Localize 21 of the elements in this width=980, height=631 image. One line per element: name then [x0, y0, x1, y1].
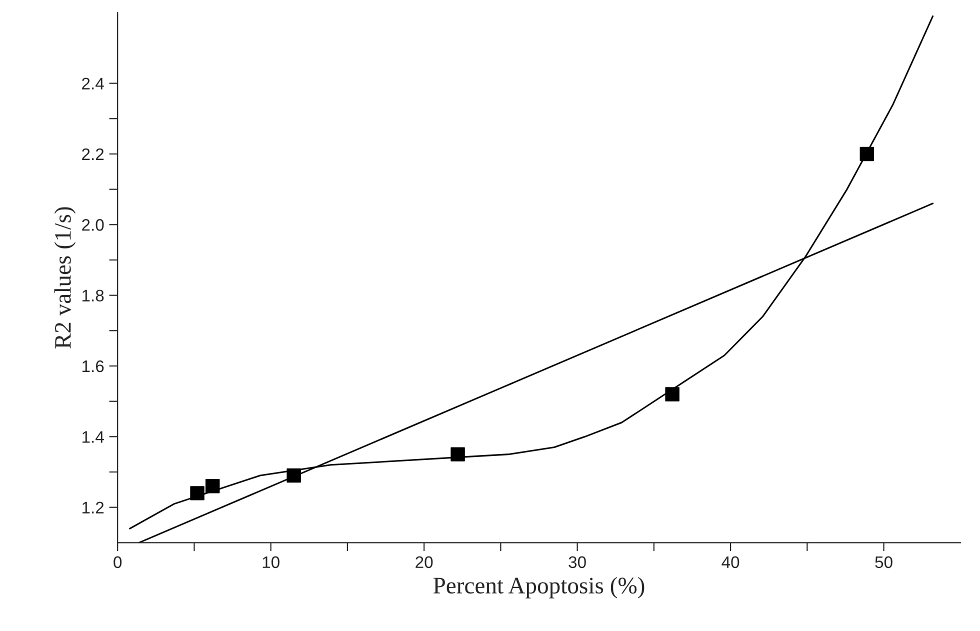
- y-tick-label: 2.2: [82, 148, 104, 160]
- x-tick-label: 30: [568, 556, 586, 568]
- y-tick-label: 1.6: [82, 360, 104, 372]
- x-axis-title: Percent Apoptosis (%): [433, 576, 644, 598]
- x-tick-label: 20: [416, 556, 433, 568]
- x-tick-label: 10: [262, 556, 280, 568]
- point: [205, 479, 220, 494]
- point: [286, 468, 301, 483]
- y-tick-label: 2.4: [82, 78, 104, 90]
- x-tick-label: 50: [875, 556, 892, 568]
- point: [665, 387, 680, 402]
- y-tick-label: 1.4: [82, 431, 104, 443]
- x-tick-label: 0: [114, 556, 122, 568]
- point: [860, 146, 874, 162]
- y-tick-label: 1.8: [82, 290, 104, 302]
- point: [190, 486, 204, 500]
- y-tick-label: 1.2: [82, 502, 104, 514]
- y-axis-title: R2 values (1/s): [54, 207, 76, 348]
- x-tick-label: 40: [722, 556, 740, 568]
- y-tick-label: 2.0: [82, 219, 104, 231]
- point: [450, 447, 465, 462]
